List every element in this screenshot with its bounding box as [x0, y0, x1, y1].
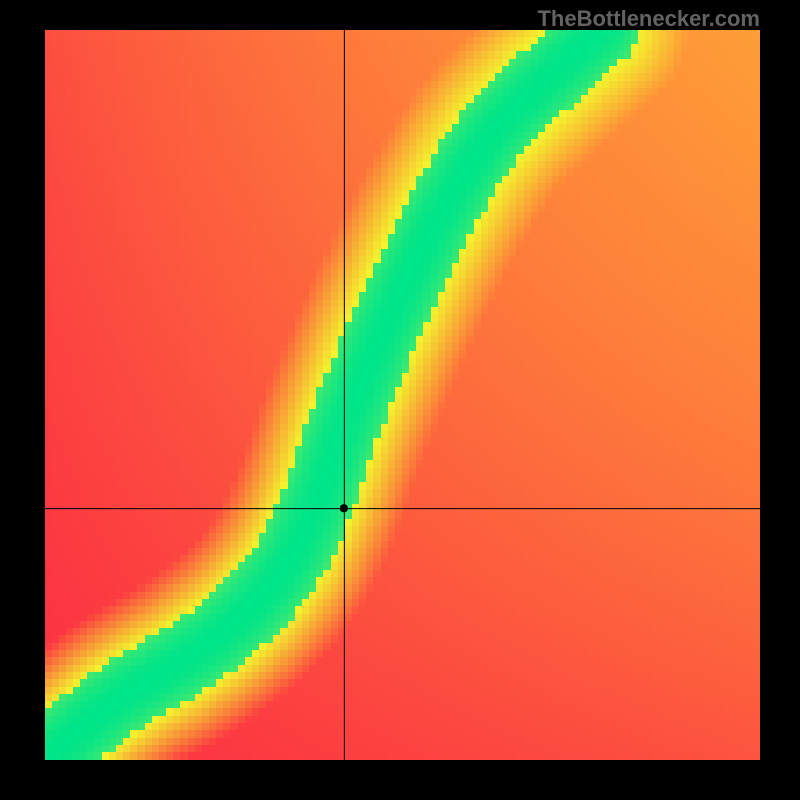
frame-border-right: [760, 0, 800, 800]
frame-border-bottom: [0, 760, 800, 800]
frame-border-left: [0, 0, 45, 800]
watermark-label: TheBottlenecker.com: [537, 6, 760, 32]
bottleneck-heatmap: [45, 30, 760, 760]
